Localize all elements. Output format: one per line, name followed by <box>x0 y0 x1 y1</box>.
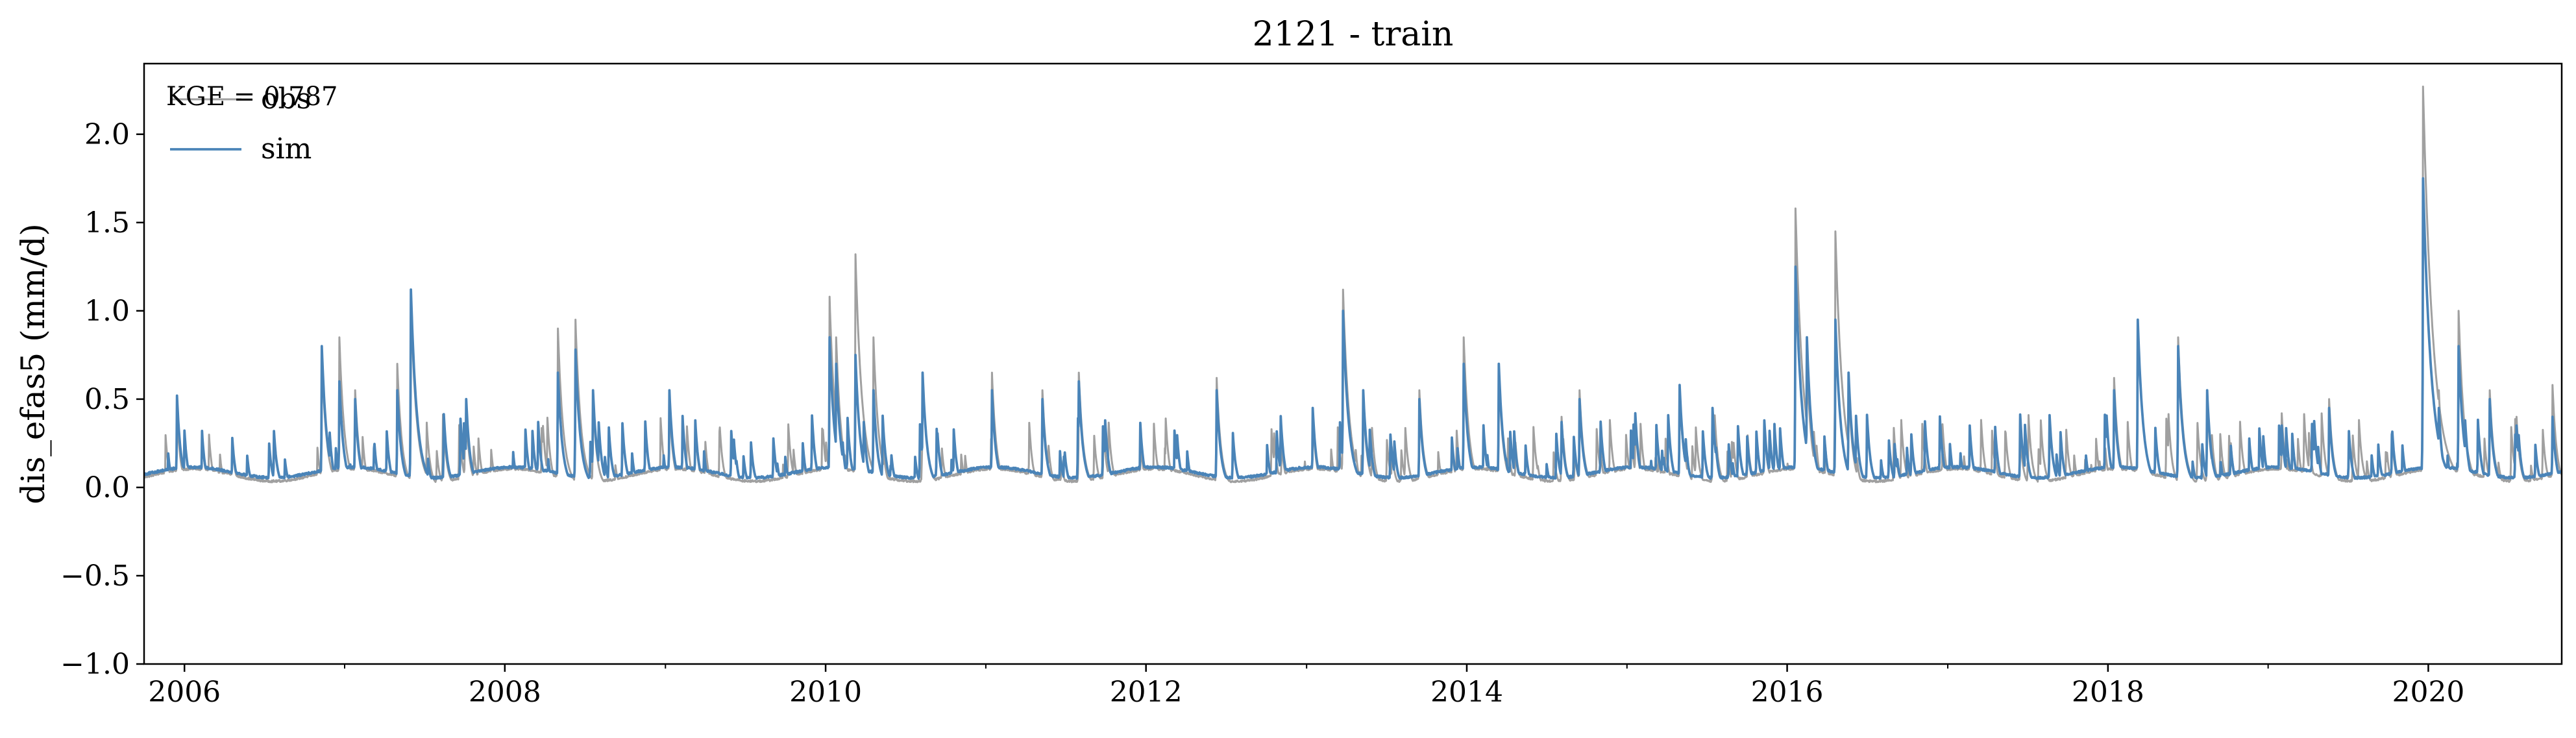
x-tick-label: 2006 <box>148 676 221 709</box>
series-line-obs <box>144 85 2562 484</box>
x-tick-label: 2014 <box>1430 676 1503 709</box>
y-tick-label: 2.0 <box>84 118 130 151</box>
y-axis-label: dis_efas5 (mm/d) <box>14 223 52 504</box>
y-tick-label: 0.0 <box>84 471 130 504</box>
x-tick-label: 2016 <box>1751 676 1824 709</box>
legend-label-sim: sim <box>261 132 312 166</box>
y-tick-label: 1.5 <box>84 206 130 240</box>
x-tick-label: 2010 <box>789 676 862 709</box>
x-axis: 2006 2008 2010 2012 2014 2016 2018 2020 <box>148 664 2464 709</box>
x-tick-label: 2008 <box>469 676 541 709</box>
y-axis: −1.0 −0.5 0.0 0.5 1.0 1.5 2.0 <box>60 118 144 681</box>
plot-area <box>144 85 2562 484</box>
series-line-sim <box>144 177 2562 480</box>
y-tick-label: −0.5 <box>60 560 130 593</box>
x-tick-label: 2012 <box>1110 676 1183 709</box>
y-tick-label: 1.0 <box>84 295 130 328</box>
x-tick-label: 2020 <box>2392 676 2464 709</box>
x-tick-label: 2018 <box>2072 676 2144 709</box>
axes-frame <box>143 62 2563 665</box>
legend-label-obs: obs <box>261 82 311 116</box>
y-tick-label: −1.0 <box>60 648 130 681</box>
legend: obs sim <box>170 82 312 166</box>
kge-annotation: KGE = 0.787 <box>166 82 338 112</box>
chart-title: 2121 - train <box>1253 15 1454 54</box>
y-tick-label: 0.5 <box>84 383 130 416</box>
